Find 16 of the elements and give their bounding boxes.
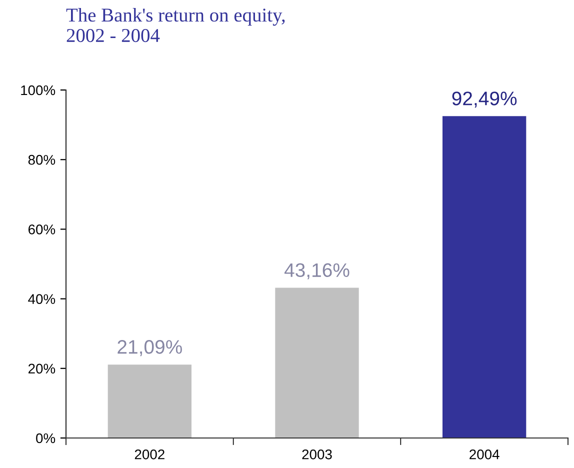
y-tick-label: 20% xyxy=(28,364,56,374)
bar xyxy=(108,364,192,438)
bar xyxy=(275,288,359,438)
y-tick-label: 60% xyxy=(28,224,56,234)
y-tick-label: 100% xyxy=(21,85,56,96)
x-tick-label: 2002 xyxy=(134,449,164,460)
y-tick-label: 0% xyxy=(36,433,56,444)
data-label: 92,49% xyxy=(452,92,517,108)
data-label: 21,09% xyxy=(118,340,182,356)
bar xyxy=(442,116,526,438)
chart-title: The Bank's return on equity, 2002 - 2004 xyxy=(66,8,285,42)
x-tick-label: 2003 xyxy=(302,449,332,460)
y-tick-label: 80% xyxy=(28,154,56,165)
y-tick-label: 40% xyxy=(28,294,56,304)
x-tick-label: 2004 xyxy=(470,449,500,460)
data-label: 43,16% xyxy=(284,263,350,280)
